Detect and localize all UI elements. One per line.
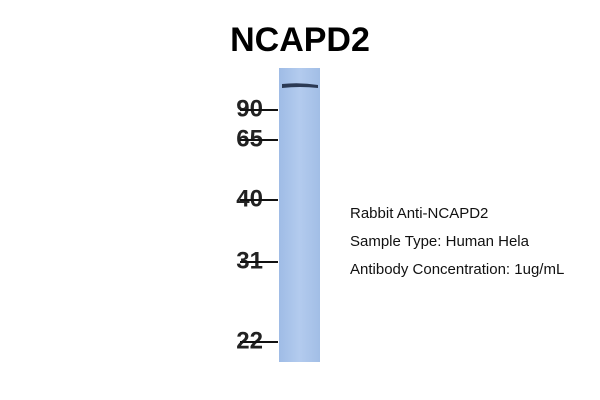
markers: 90 65 40 31 22 (236, 95, 278, 354)
title: NCAPD2 (230, 21, 370, 59)
marker-label: 31 (236, 247, 263, 274)
lane (279, 68, 320, 362)
marker-label: 65 (236, 125, 263, 152)
band (282, 83, 318, 88)
note: Sample Type: Human Hela (350, 233, 530, 250)
note: Antibody Concentration: 1ug/mL (350, 261, 564, 278)
marker-label: 22 (236, 327, 263, 354)
marker-label: 90 (236, 95, 263, 122)
note: Rabbit Anti-NCAPD2 (350, 205, 488, 222)
marker-label: 40 (236, 185, 263, 212)
